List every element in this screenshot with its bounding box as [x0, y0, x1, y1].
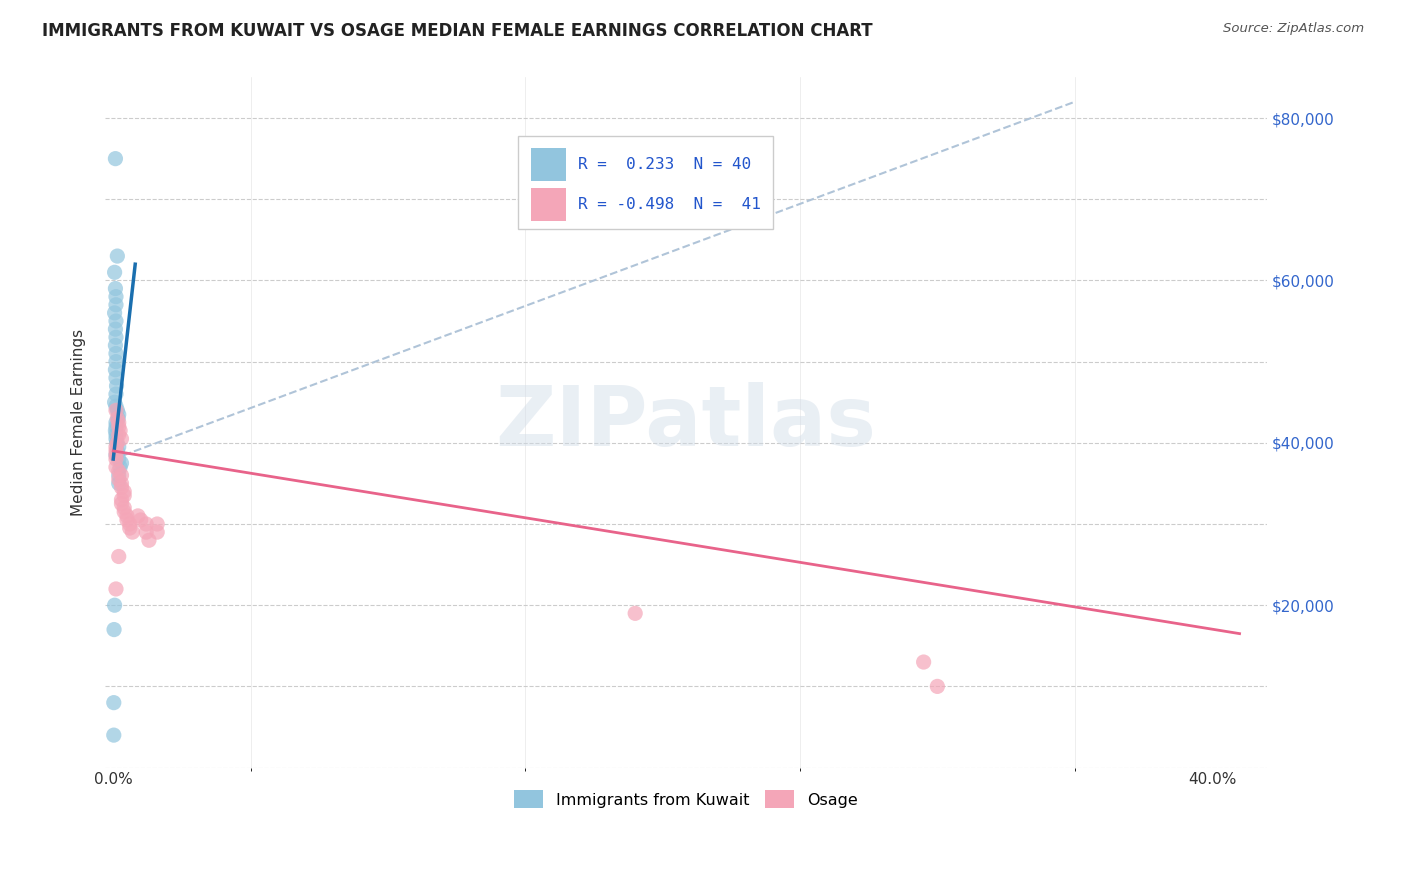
Point: [107, 440, 129, 454]
Point: [104, 354, 127, 368]
Point: [104, 399, 127, 413]
Point: [129, 513, 152, 527]
Point: [110, 497, 132, 511]
Point: [104, 460, 127, 475]
Point: [624, 607, 647, 621]
Point: [112, 500, 135, 515]
Point: [105, 379, 128, 393]
FancyBboxPatch shape: [531, 148, 567, 181]
Point: [107, 408, 129, 422]
Point: [107, 472, 129, 486]
Point: [108, 460, 131, 475]
Point: [107, 427, 129, 442]
Point: [107, 411, 129, 425]
Point: [105, 435, 128, 450]
Point: [105, 411, 128, 425]
Point: [121, 525, 143, 540]
Point: [104, 363, 127, 377]
Point: [107, 419, 129, 434]
Point: [110, 456, 132, 470]
Point: [105, 249, 128, 263]
Point: [104, 346, 127, 360]
Point: [110, 468, 132, 483]
Point: [104, 598, 127, 612]
Text: Source: ZipAtlas.com: Source: ZipAtlas.com: [1223, 22, 1364, 36]
Point: [103, 623, 125, 637]
Point: [927, 680, 949, 694]
Point: [104, 582, 127, 596]
Point: [104, 281, 127, 295]
Point: [104, 452, 127, 467]
Point: [104, 371, 127, 385]
Point: [104, 448, 127, 462]
Text: R = -0.498  N =  41: R = -0.498 N = 41: [578, 197, 761, 212]
Point: [104, 152, 127, 166]
Point: [115, 508, 138, 523]
Point: [135, 516, 157, 531]
Point: [107, 416, 129, 430]
FancyBboxPatch shape: [531, 188, 567, 221]
Point: [107, 464, 129, 478]
Point: [110, 480, 132, 494]
Point: [103, 728, 125, 742]
Point: [138, 533, 160, 548]
Point: [104, 338, 127, 352]
Point: [104, 427, 127, 442]
Point: [112, 505, 135, 519]
Point: [118, 521, 141, 535]
Point: [104, 265, 127, 279]
Point: [107, 476, 129, 491]
Point: [912, 655, 935, 669]
Point: [104, 298, 127, 312]
Point: [103, 696, 125, 710]
Point: [112, 489, 135, 503]
Point: [104, 440, 127, 454]
Text: IMMIGRANTS FROM KUWAIT VS OSAGE MEDIAN FEMALE EARNINGS CORRELATION CHART: IMMIGRANTS FROM KUWAIT VS OSAGE MEDIAN F…: [42, 22, 873, 40]
Point: [146, 516, 169, 531]
Point: [104, 314, 127, 328]
Point: [127, 508, 149, 523]
Point: [105, 444, 128, 458]
Point: [104, 424, 127, 438]
Point: [107, 549, 129, 564]
Text: R =  0.233  N = 40: R = 0.233 N = 40: [578, 157, 751, 172]
Point: [110, 492, 132, 507]
Point: [104, 322, 127, 336]
Legend: Immigrants from Kuwait, Osage: Immigrants from Kuwait, Osage: [508, 783, 865, 814]
Text: ZIPatlas: ZIPatlas: [495, 382, 876, 463]
Point: [104, 448, 127, 462]
Point: [110, 476, 132, 491]
Y-axis label: Median Female Earnings: Median Female Earnings: [72, 329, 86, 516]
FancyBboxPatch shape: [517, 136, 773, 229]
Point: [104, 416, 127, 430]
Point: [104, 330, 127, 344]
Point: [104, 419, 127, 434]
Point: [115, 513, 138, 527]
Point: [105, 403, 128, 417]
Point: [135, 525, 157, 540]
Point: [104, 290, 127, 304]
Point: [104, 306, 127, 320]
Point: [118, 516, 141, 531]
Point: [107, 468, 129, 483]
Point: [146, 525, 169, 540]
Point: [110, 432, 132, 446]
Point: [112, 484, 135, 499]
Point: [104, 387, 127, 401]
Point: [104, 395, 127, 409]
Point: [104, 432, 127, 446]
Point: [105, 435, 128, 450]
Point: [108, 424, 131, 438]
Point: [104, 444, 127, 458]
Point: [107, 452, 129, 467]
Point: [104, 403, 127, 417]
